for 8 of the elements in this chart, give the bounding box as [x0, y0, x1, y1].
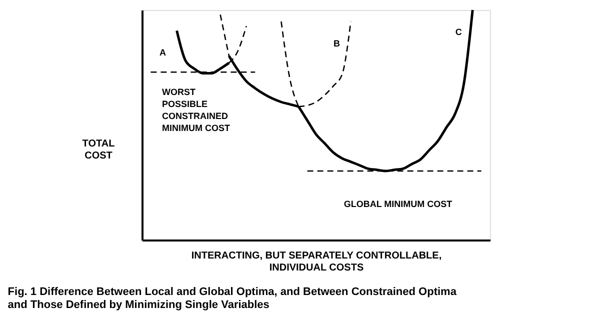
- series-label: C: [455, 27, 462, 37]
- annotation: WORST POSSIBLE CONSTRAINED MINIMUM COST: [162, 87, 230, 133]
- y-axis-title: TOTAL COST: [82, 138, 115, 162]
- series-label: A: [160, 48, 167, 58]
- x-axis-title: INTERACTING, BUT SEPARATELY CONTROLLABLE, INDIVIDUAL COSTS: [191, 250, 442, 274]
- series-label: B: [334, 38, 341, 48]
- annotation: GLOBAL MINIMUM COST: [344, 199, 453, 209]
- text: Fig. 1 Difference Between Local and Global Optima, and Between Constrained Optima and Those Defined by Minimizing Single Variables: [8, 286, 458, 311]
